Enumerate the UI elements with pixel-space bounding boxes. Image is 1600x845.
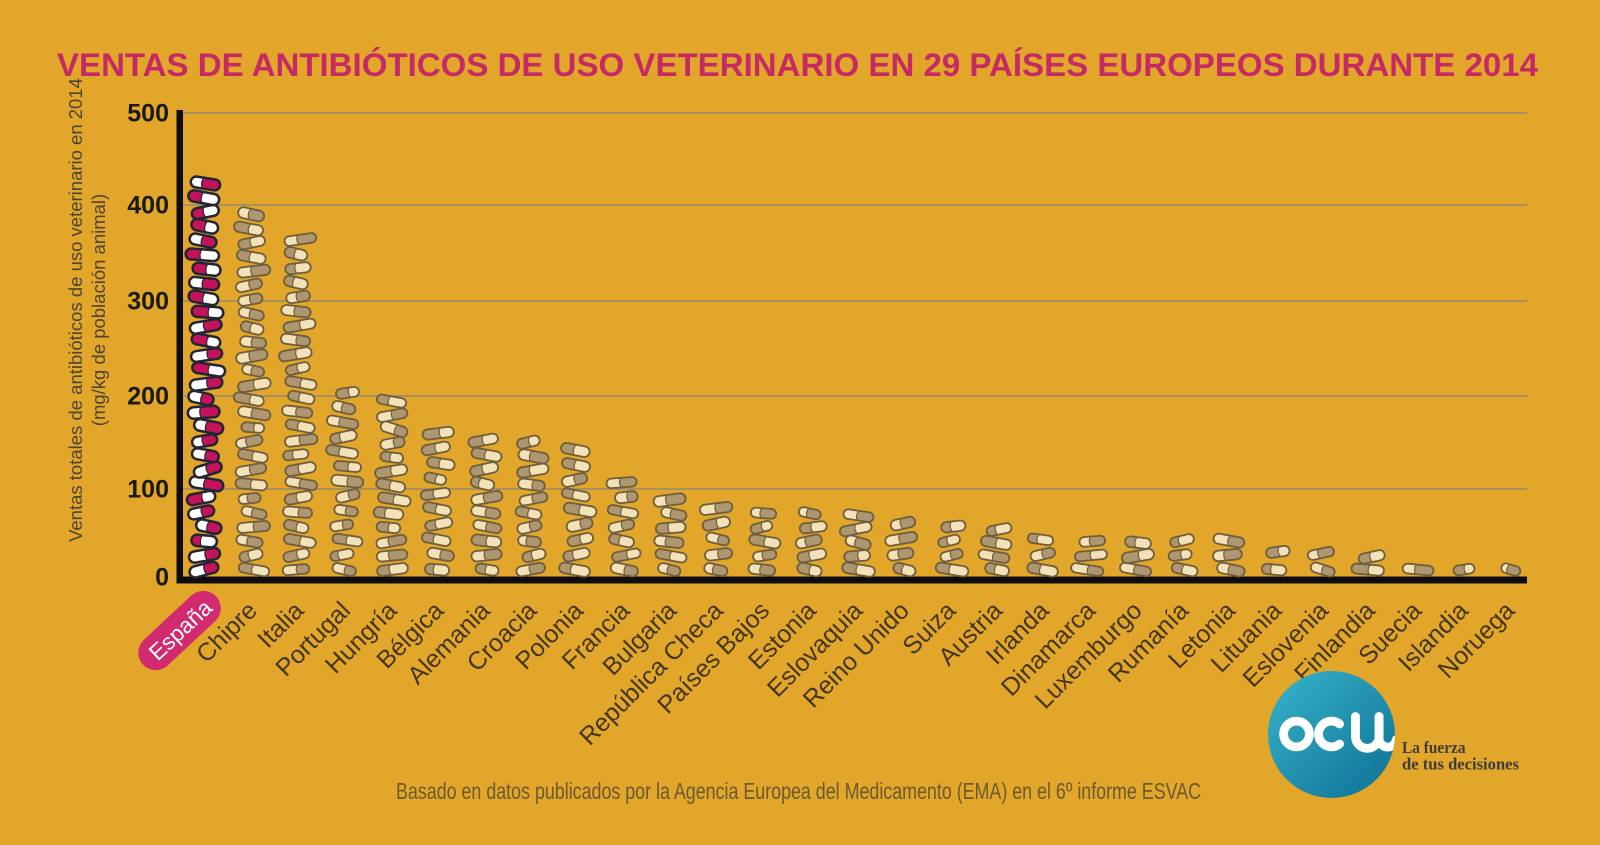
svg-text:500: 500 (127, 100, 169, 128)
svg-text:100: 100 (127, 476, 169, 504)
svg-text:(mg/kg de población animal): (mg/kg de población animal) (88, 194, 109, 426)
svg-text:400: 400 (127, 192, 169, 220)
svg-text:VENTAS DE ANTIBIÓTICOS DE USO: VENTAS DE ANTIBIÓTICOS DE USO VETERINARI… (57, 47, 1538, 83)
svg-text:Ventas totales de antibióticos: Ventas totales de antibióticos de uso ve… (65, 78, 86, 542)
svg-text:de tus decisiones: de tus decisiones (1402, 755, 1520, 774)
svg-text:La fuerza: La fuerza (1402, 738, 1466, 757)
svg-text:0: 0 (155, 564, 169, 592)
svg-text:Basado en datos publicados por: Basado en datos publicados por la Agenci… (396, 778, 1201, 804)
svg-text:300: 300 (127, 288, 169, 316)
svg-text:200: 200 (127, 383, 169, 411)
